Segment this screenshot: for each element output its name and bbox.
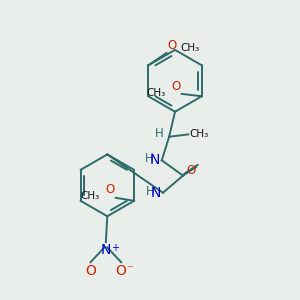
Text: H: H	[146, 185, 155, 198]
Text: N: N	[150, 153, 160, 167]
Text: CH₃: CH₃	[146, 88, 166, 98]
Text: N: N	[100, 243, 111, 257]
Text: H: H	[155, 127, 164, 140]
Text: N: N	[151, 186, 161, 200]
Text: O: O	[171, 80, 180, 93]
Text: O: O	[187, 164, 196, 177]
Text: +: +	[110, 243, 118, 253]
Text: ⁻: ⁻	[126, 263, 133, 276]
Text: CH₃: CH₃	[181, 43, 200, 53]
Text: O: O	[168, 39, 177, 52]
Text: O: O	[105, 183, 114, 196]
Text: H: H	[145, 152, 154, 165]
Text: O: O	[85, 264, 96, 278]
Text: O: O	[116, 264, 127, 278]
Text: CH₃: CH₃	[80, 191, 100, 201]
Text: CH₃: CH₃	[189, 129, 208, 140]
